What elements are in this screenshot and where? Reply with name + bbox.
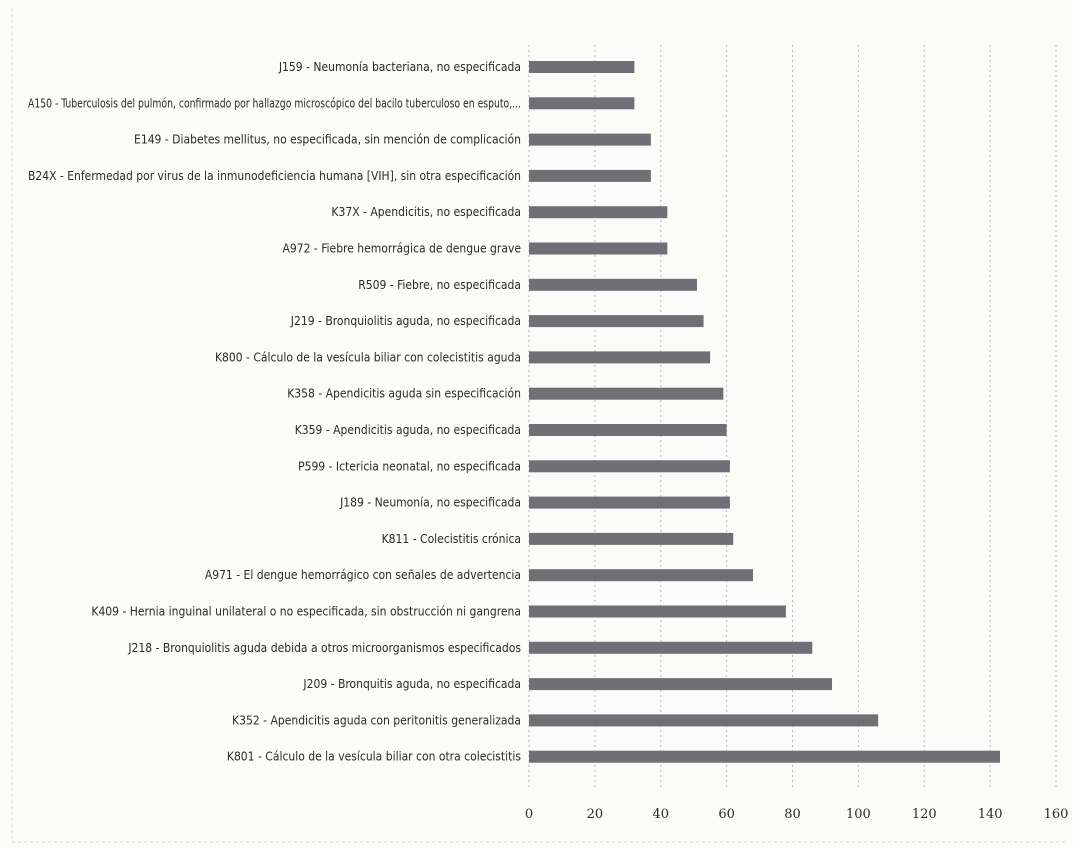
category-label-4: B24X - Enfermedad por virus de la inmuno… (28, 169, 521, 183)
bar-12 (529, 460, 730, 472)
bar-1 (529, 61, 634, 73)
category-label-16: K409 - Hernia inguinal unilateral o no e… (91, 605, 521, 619)
bar-8 (529, 315, 704, 327)
x-tick-label-40: 40 (652, 807, 669, 822)
x-tick-label-60: 60 (718, 807, 735, 822)
category-label-7: R509 - Fiebre, no especificada (358, 278, 521, 292)
bar-10 (529, 388, 723, 400)
bar-layer (529, 61, 1000, 763)
x-tick-label-140: 140 (978, 807, 1003, 822)
category-label-19: K352 - Apendicitis aguda con peritonitis… (232, 713, 521, 727)
bar-5 (529, 206, 667, 218)
category-label-14: K811 - Colecistitis crónica (382, 532, 521, 546)
category-label-11: K359 - Apendicitis aguda, no especificad… (295, 423, 521, 437)
bar-9 (529, 351, 710, 363)
category-label-20: K801 - Cálculo de la vesícula biliar con… (227, 750, 522, 764)
category-label-5: K37X - Apendicitis, no especificada (331, 205, 521, 219)
category-label-2: A150 - Tuberculosis del pulmón, confirma… (28, 96, 521, 110)
category-label-18: J209 - Bronquitis aguda, no especificada (302, 677, 521, 691)
bar-7 (529, 279, 697, 291)
bar-6 (529, 243, 667, 255)
bar-2 (529, 97, 634, 109)
x-tick-label-20: 20 (587, 807, 604, 822)
bar-19 (529, 714, 878, 726)
category-label-13: J189 - Neumonía, no especificada (339, 496, 521, 510)
category-label-1: J159 - Neumonía bacteriana, no especific… (278, 60, 521, 74)
bar-3 (529, 134, 651, 146)
category-label-6: A972 - Fiebre hemorrágica de dengue grav… (282, 242, 521, 256)
x-tick-label-0: 0 (525, 807, 533, 822)
bar-11 (529, 424, 727, 436)
bar-17 (529, 642, 812, 654)
category-label-17: J218 - Bronquiolitis aguda debida a otro… (127, 641, 521, 655)
bar-4 (529, 170, 651, 182)
category-label-15: A971 - El dengue hemorrágico con señales… (205, 568, 521, 582)
category-label-3: E149 - Diabetes mellitus, no especificad… (134, 133, 521, 147)
bar-13 (529, 497, 730, 509)
bar-15 (529, 569, 753, 581)
x-tick-label-120: 120 (912, 807, 937, 822)
x-tick-layer: 0 20 40 60 80 100 120 140 160 (525, 807, 1069, 822)
category-label-9: K800 - Cálculo de la vesícula biliar con… (215, 350, 521, 364)
bar-18 (529, 678, 832, 690)
category-label-12: P599 - Ictericia neonatal, no especifica… (298, 459, 521, 473)
category-label-8: J219 - Bronquiolitis aguda, no especific… (290, 314, 521, 328)
bar-16 (529, 606, 786, 618)
category-label-layer: J159 - Neumonía bacteriana, no especific… (28, 60, 521, 764)
x-tick-label-100: 100 (846, 807, 871, 822)
category-label-10: K358 - Apendicitis aguda sin especificac… (287, 387, 521, 401)
bar-20 (529, 751, 1000, 763)
x-tick-label-80: 80 (784, 807, 801, 822)
bar-14 (529, 533, 733, 545)
x-tick-label-160: 160 (1044, 807, 1069, 822)
